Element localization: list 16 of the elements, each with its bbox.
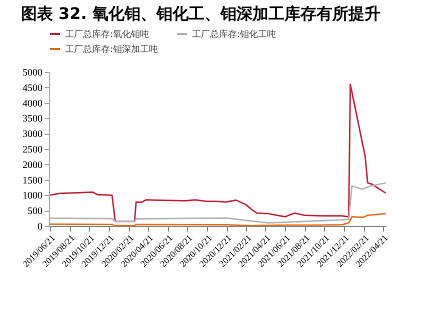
y-tick-label: 1000 (22, 190, 42, 202)
y-tick-label: 2000 (22, 160, 42, 171)
legend-label: 工厂总库存:氧化钼吨 (65, 29, 150, 40)
y-tick-label: 1500 (22, 175, 42, 186)
y-tick-label: 0 (38, 222, 42, 232)
chart-title: 图表 32. 氧化钼、钼化工、钼深加工库存有所提升 (20, 4, 380, 23)
y-tick-label: 500 (28, 206, 42, 218)
y-tick-label: 4500 (22, 82, 42, 94)
y-tick-label: 3500 (22, 114, 42, 125)
line-series (49, 84, 386, 222)
legend-label: 工厂总库存:钼化工吨 (192, 29, 276, 40)
legend-label: 工厂总库存:钼深加工吨 (65, 44, 158, 55)
y-tick-label: 4000 (22, 98, 42, 110)
y-tick-label: 3000 (22, 129, 42, 140)
y-tick-label: 5000 (22, 68, 42, 78)
y-tick-label: 2500 (22, 144, 42, 156)
